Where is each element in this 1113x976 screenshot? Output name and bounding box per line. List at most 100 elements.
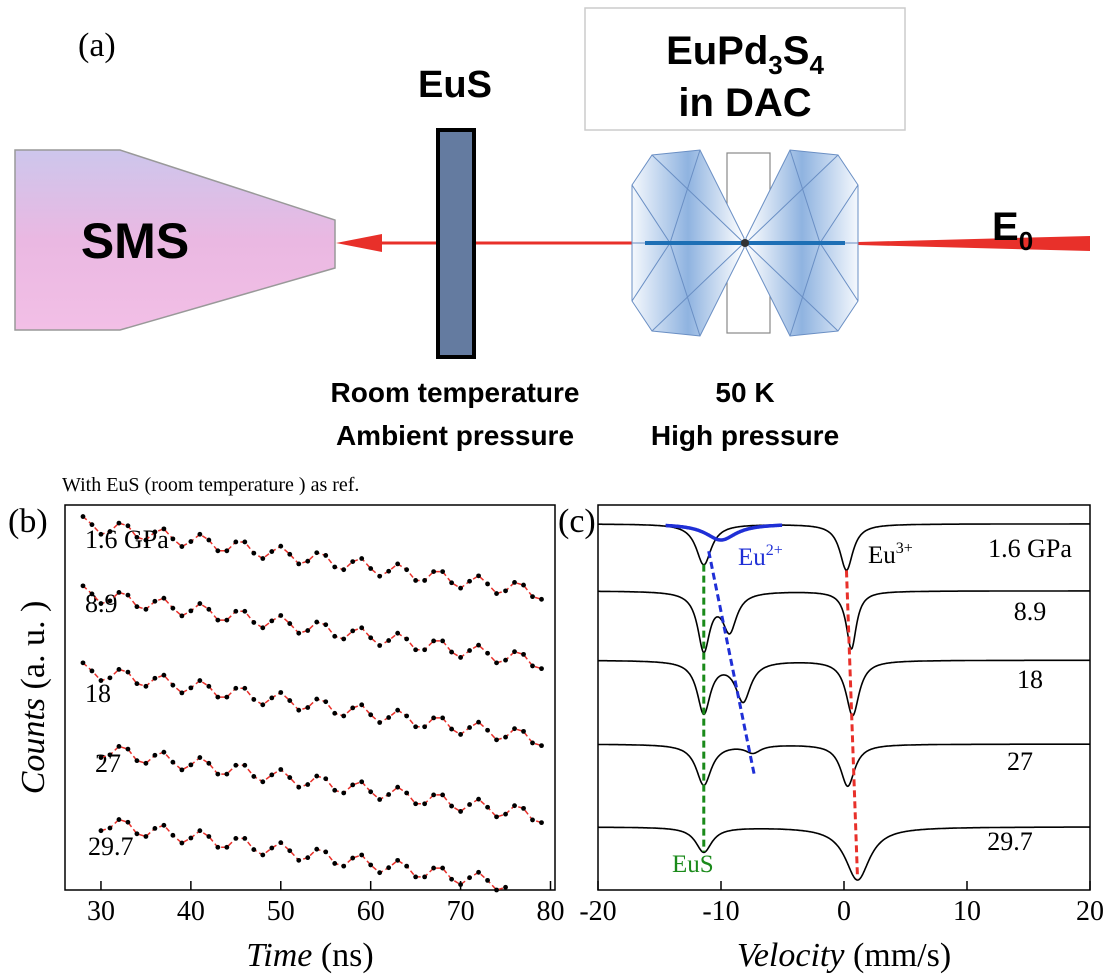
data-point [359, 702, 365, 708]
sample-line2: in DAC [678, 81, 811, 125]
guide-line [707, 550, 756, 775]
data-point [395, 857, 401, 863]
data-point [332, 787, 338, 793]
data-point [143, 834, 149, 839]
data-point [413, 801, 419, 807]
data-point [485, 877, 490, 883]
data-point [440, 792, 446, 798]
fit-line [82, 585, 542, 670]
data-point [404, 863, 410, 869]
sms-label: SMS [81, 213, 189, 269]
data-point [386, 792, 392, 797]
x-tick-label: 20 [1076, 896, 1104, 927]
data-point [404, 713, 410, 719]
data-point [458, 655, 463, 660]
data-point [251, 697, 257, 702]
data-point [341, 567, 347, 573]
data-point [422, 647, 428, 653]
data-point [395, 707, 401, 713]
annotation-sup: 3+ [896, 540, 913, 557]
data-point [80, 660, 86, 666]
data-point [449, 803, 455, 809]
x-axis-label-unit: (ns) [321, 937, 374, 974]
data-point [503, 588, 508, 594]
fit-line [82, 515, 542, 601]
data-point [224, 844, 230, 850]
formula-part: EuPd [666, 29, 768, 73]
data-point [467, 802, 472, 807]
data-point [134, 831, 140, 837]
data-point [440, 865, 446, 871]
data-point [431, 865, 437, 871]
data-point [476, 719, 481, 725]
data-point [512, 649, 517, 655]
data-point [134, 534, 140, 540]
data-point [233, 685, 239, 691]
data-point [179, 840, 185, 846]
data-point [485, 727, 490, 733]
annotation: Eu3+ [868, 540, 913, 569]
data-point [404, 567, 410, 573]
data-point [161, 822, 167, 828]
subspectrum [665, 523, 783, 542]
series-label: 18 [1017, 665, 1043, 694]
data-point [386, 715, 392, 720]
beam-label: E0 [992, 205, 1033, 256]
data-point [323, 849, 329, 855]
y-axis-label-italic: Counts [15, 698, 52, 794]
data-point [332, 633, 338, 639]
data-point [413, 578, 419, 583]
data-point [269, 618, 275, 624]
data-point [377, 797, 383, 802]
spectrum [598, 590, 1090, 654]
data-point [332, 861, 338, 866]
data-point [458, 732, 463, 737]
data-point [188, 539, 194, 544]
data-point [269, 845, 275, 851]
series-label: 1.6 GPa [85, 525, 169, 554]
series-label: 8.9 [1014, 597, 1047, 626]
data-point [206, 683, 212, 689]
data-point [368, 789, 374, 795]
data-point [152, 752, 158, 758]
data-point [197, 531, 203, 537]
data-point [278, 690, 284, 695]
annotation-sup: 2+ [766, 542, 783, 559]
data-point [224, 548, 230, 554]
data-point [296, 707, 302, 713]
data-point [386, 865, 392, 871]
data-point [422, 578, 428, 583]
data-point [350, 628, 356, 634]
data-point [251, 847, 257, 852]
annotation: Eu2+ [738, 542, 783, 571]
data-point [467, 875, 472, 881]
spectrum [598, 523, 1090, 572]
data-point [296, 630, 302, 636]
data-point [485, 650, 490, 656]
series-label: 27 [1007, 747, 1033, 776]
data-point [305, 628, 311, 633]
data-point [143, 760, 149, 766]
data-point [323, 553, 329, 558]
data-point [503, 811, 508, 817]
data-point [296, 857, 302, 863]
condition: 50 K [715, 377, 774, 408]
data-point [422, 801, 428, 807]
data-point [467, 725, 472, 730]
panel-label: (b) [8, 503, 48, 540]
x-tick-label: 50 [267, 896, 295, 927]
x-axis-label: Time (ns) [246, 937, 374, 974]
data-point [449, 649, 455, 655]
data-point [224, 771, 230, 777]
data-point [170, 605, 176, 611]
data-point [260, 702, 266, 708]
x-tick-label: 0 [837, 896, 851, 927]
data-point [494, 814, 499, 820]
data-point [287, 621, 293, 626]
data-point [323, 699, 329, 705]
data-point [539, 743, 544, 749]
data-point [494, 737, 499, 743]
formula-part: S [783, 29, 810, 73]
spectrum [598, 826, 1090, 881]
